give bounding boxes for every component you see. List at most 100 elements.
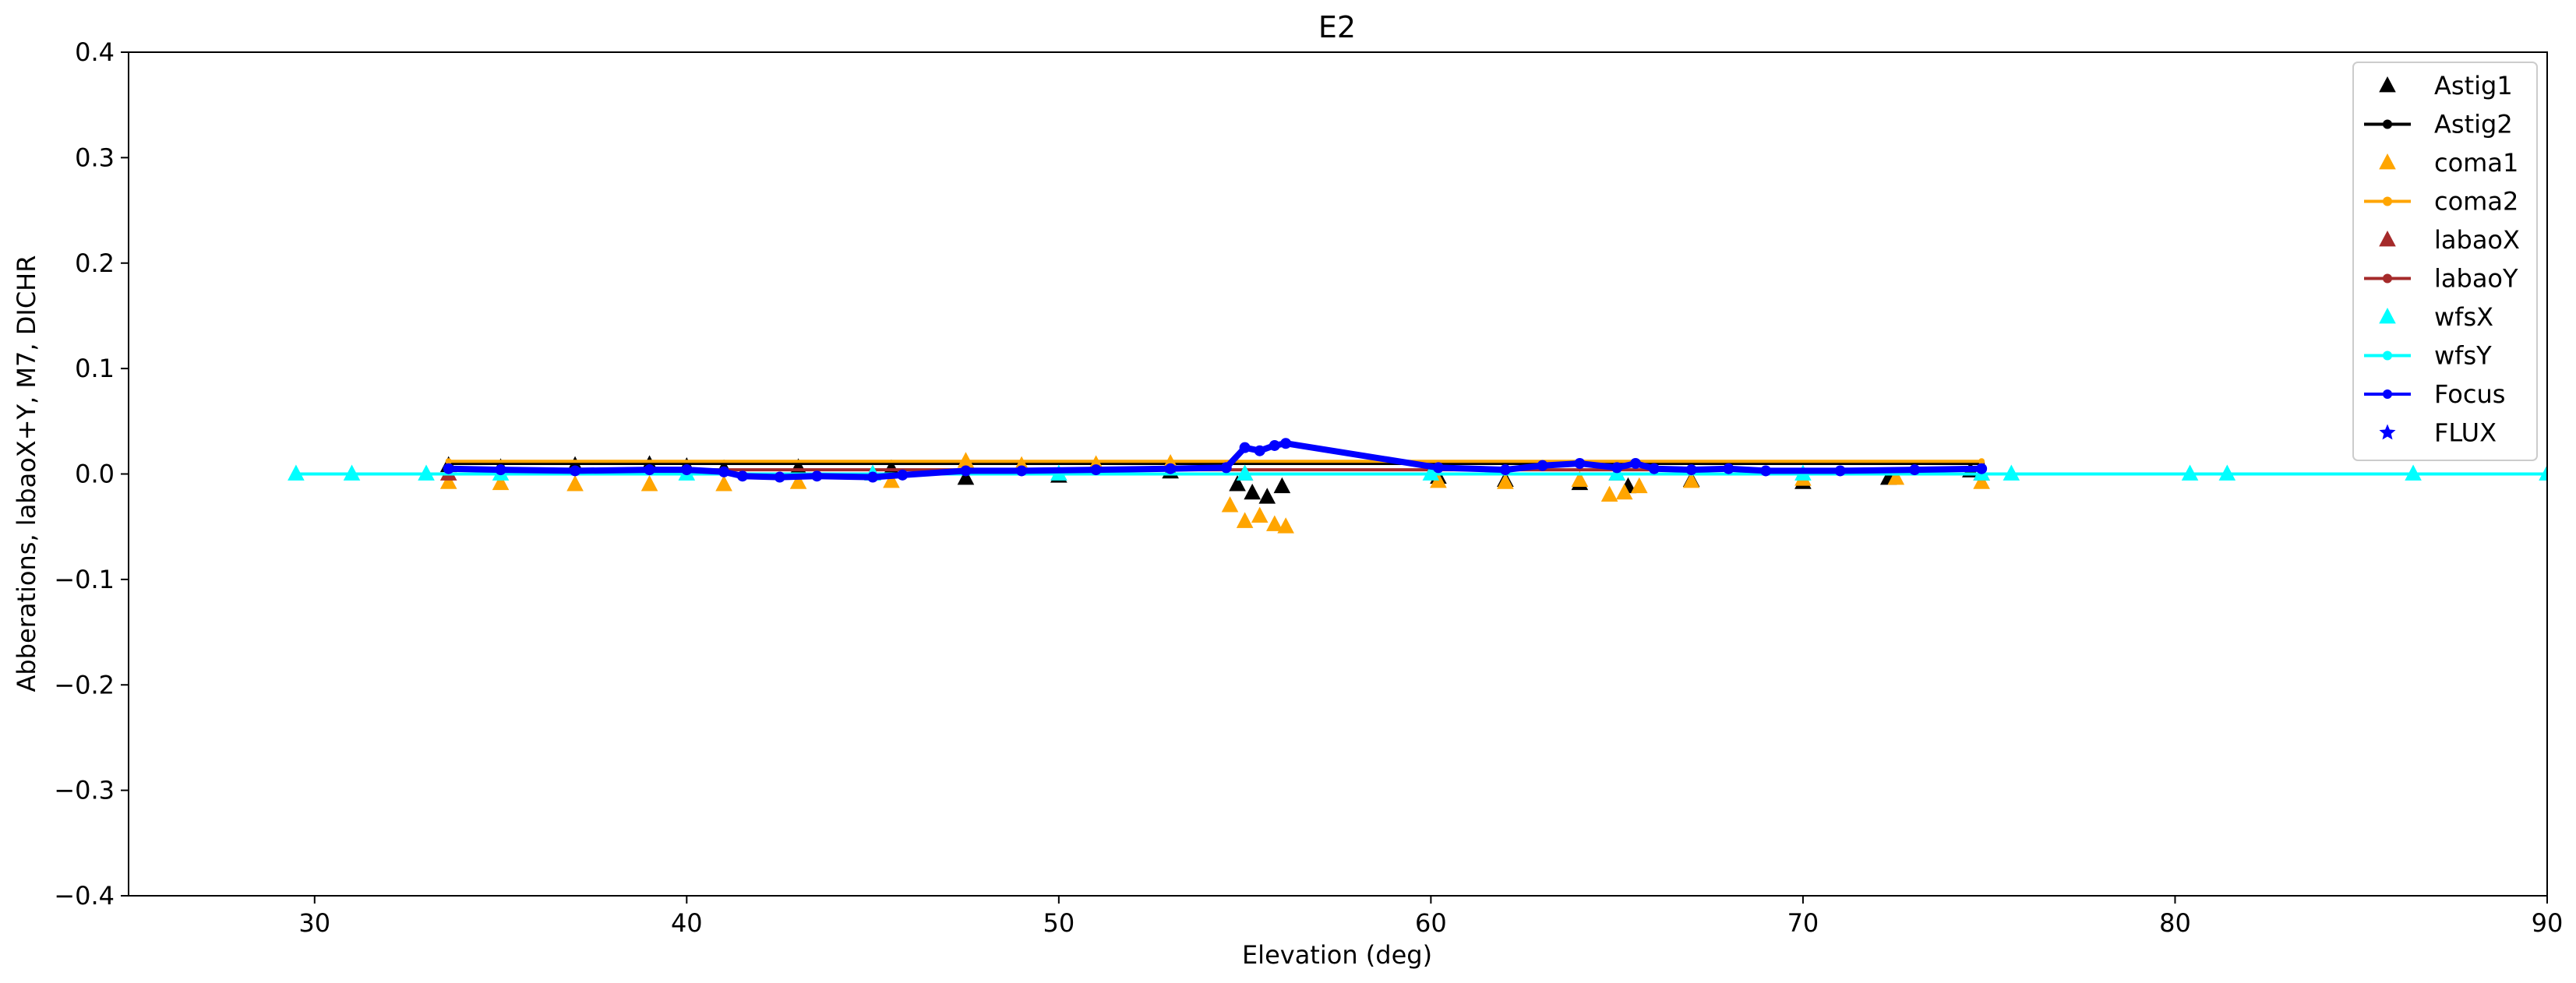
legend-label: coma1 <box>2434 148 2518 178</box>
data-point <box>1537 460 1548 471</box>
y-tick-label: −0.3 <box>54 776 115 805</box>
x-tick-label: 50 <box>1043 908 1075 938</box>
legend-label: Astig1 <box>2434 71 2513 100</box>
legend-item: FLUX <box>2379 418 2497 448</box>
data-point <box>492 474 510 491</box>
data-point <box>715 475 732 492</box>
data-point <box>1834 465 1846 477</box>
legend-item: wfsY <box>2364 341 2492 371</box>
x-tick-label: 60 <box>1415 908 1447 938</box>
data-point <box>443 463 454 474</box>
data-point <box>1909 464 1921 476</box>
data-point <box>292 470 299 477</box>
y-tick-label: 0.1 <box>75 354 115 383</box>
data-point <box>644 464 655 476</box>
data-point <box>1251 506 1269 523</box>
y-tick-label: −0.2 <box>54 670 115 699</box>
data-point <box>1499 464 1511 476</box>
data-point <box>1600 485 1618 502</box>
legend-label: labaoY <box>2434 264 2518 294</box>
legend-marker <box>2379 153 2396 170</box>
chart-title: E2 <box>1318 10 1356 44</box>
legend-marker <box>2383 119 2392 129</box>
data-point <box>640 475 658 492</box>
series-coma2 <box>445 458 1985 465</box>
data-point <box>1615 483 1633 500</box>
legend-marker <box>2379 76 2396 93</box>
legend-item: wfsX <box>2379 302 2493 332</box>
series-Focus <box>443 438 1988 483</box>
x-axis-label: Elevation (deg) <box>1242 940 1432 970</box>
data-point <box>1723 463 1734 474</box>
x-tick-label: 40 <box>671 908 703 938</box>
legend-item: Astig1 <box>2379 71 2513 100</box>
data-point <box>1611 462 1623 474</box>
data-point <box>439 473 457 489</box>
legend-label: coma2 <box>2434 187 2518 217</box>
legend: Astig1 Astig2 coma1 coma2 labaoX labaoY wfsX wf… <box>2352 62 2538 461</box>
legend-marker <box>2379 308 2396 324</box>
data-point <box>1648 463 1660 474</box>
data-point <box>1973 473 1990 489</box>
x-tick-label: 80 <box>2159 908 2191 938</box>
data-point <box>1682 471 1700 488</box>
data-point <box>1277 517 1294 534</box>
y-tick-label: −0.4 <box>54 881 115 911</box>
y-axis-label: Abberations, labaoX+Y, M7, DICHR <box>12 255 41 692</box>
legend-item: coma2 <box>2364 187 2518 217</box>
data-point <box>1258 488 1276 504</box>
data-point <box>570 465 581 477</box>
legend-marker <box>2383 273 2392 284</box>
legend-marker <box>2383 351 2392 361</box>
y-tick-label: 0.0 <box>75 460 115 489</box>
data-point <box>1631 477 1648 494</box>
legend-item: labaoX <box>2379 225 2520 255</box>
data-point <box>811 470 823 482</box>
data-point <box>1236 512 1254 528</box>
data-point <box>1254 445 1265 456</box>
data-point <box>1432 462 1444 474</box>
data-point <box>1244 483 1261 500</box>
data-point <box>681 464 693 476</box>
data-point <box>867 471 879 483</box>
data-point <box>736 470 748 482</box>
data-point <box>495 464 506 476</box>
legend-label: FLUX <box>2434 418 2497 448</box>
data-point <box>1976 463 1988 474</box>
legend-item: coma1 <box>2379 148 2518 178</box>
x-tick-label: 30 <box>298 908 330 938</box>
data-point <box>957 468 975 485</box>
data-point <box>1978 458 1985 465</box>
data-point <box>1269 439 1280 451</box>
legend-marker <box>2383 389 2392 399</box>
legend-label: wfsX <box>2434 302 2493 332</box>
x-tick-label: 90 <box>2532 908 2564 938</box>
data-point <box>445 458 452 465</box>
legend-label: Astig2 <box>2434 110 2513 139</box>
legend-item: Astig2 <box>2364 110 2513 139</box>
data-point <box>1887 468 1905 485</box>
y-tick-label: −0.1 <box>54 565 115 594</box>
data-point <box>1571 470 1589 488</box>
data-point <box>1090 464 1102 476</box>
data-point <box>1280 438 1292 449</box>
data-point <box>789 473 807 489</box>
data-point <box>774 471 785 483</box>
data-point <box>1016 465 1028 477</box>
legend-item: labaoY <box>2364 264 2518 294</box>
data-point <box>1685 464 1697 476</box>
legend-label: Focus <box>2434 379 2505 409</box>
y-tick-label: 0.2 <box>75 248 115 278</box>
data-point <box>1574 457 1586 469</box>
data-point <box>1221 496 1239 513</box>
legend-marker <box>2383 196 2392 206</box>
data-point <box>1497 473 1514 489</box>
y-tick-label: 0.3 <box>75 143 115 172</box>
data-point <box>1165 463 1177 474</box>
data-point <box>566 475 584 492</box>
data-point <box>1229 475 1246 492</box>
y-tick-label: 0.4 <box>75 37 115 67</box>
legend-label: wfsY <box>2434 341 2492 371</box>
data-point <box>718 466 730 477</box>
